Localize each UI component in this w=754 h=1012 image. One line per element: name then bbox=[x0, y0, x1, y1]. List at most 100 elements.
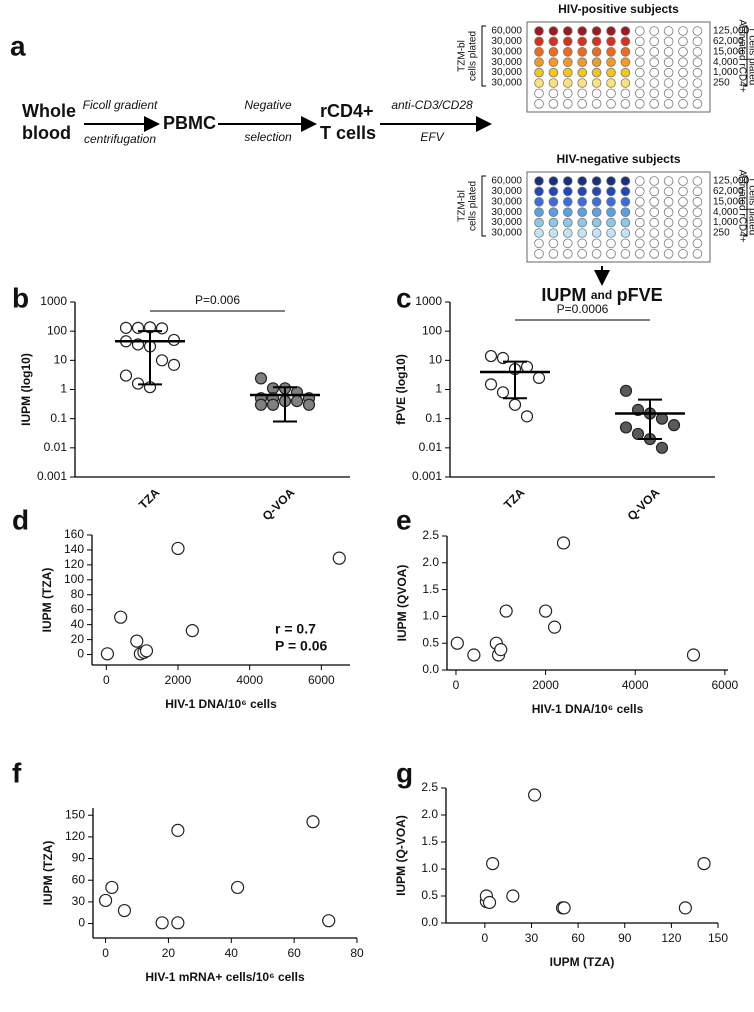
data-point bbox=[114, 610, 128, 624]
data-point bbox=[486, 856, 500, 871]
data-point bbox=[631, 427, 645, 441]
well bbox=[649, 26, 659, 36]
data-point bbox=[538, 604, 553, 618]
data-point bbox=[467, 648, 481, 662]
well bbox=[634, 88, 645, 99]
well bbox=[634, 176, 645, 186]
y-tick-label: 0.001 bbox=[37, 469, 67, 483]
y-tick-label: 0.1 bbox=[50, 411, 67, 425]
well bbox=[591, 238, 602, 249]
plate bbox=[526, 171, 711, 263]
data-point bbox=[655, 412, 669, 425]
x-tick-label: 80 bbox=[350, 946, 364, 960]
well bbox=[620, 67, 631, 78]
y-tick-label: 10 bbox=[429, 353, 443, 367]
well bbox=[620, 207, 631, 218]
well bbox=[678, 207, 688, 218]
cd4-count: 4,000 bbox=[713, 207, 738, 218]
well bbox=[591, 46, 602, 57]
target-label: T cells bbox=[320, 123, 376, 143]
well bbox=[678, 26, 688, 36]
well bbox=[606, 99, 616, 109]
data-point bbox=[119, 321, 133, 334]
well bbox=[534, 88, 544, 99]
y-tick-label: 2.0 bbox=[422, 555, 439, 569]
data-point bbox=[655, 441, 669, 454]
x-axis-label: HIV-1 DNA/10⁶ cells bbox=[165, 697, 277, 711]
y-tick-label: 0.1 bbox=[425, 411, 442, 425]
data-point bbox=[484, 349, 498, 363]
well bbox=[692, 88, 703, 99]
y-tick-label: 120 bbox=[65, 829, 85, 843]
well bbox=[562, 78, 573, 88]
well bbox=[663, 228, 674, 238]
y-tick-label: 1 bbox=[435, 382, 442, 396]
y-tick-label: 90 bbox=[72, 851, 86, 865]
well bbox=[562, 67, 573, 78]
well bbox=[577, 67, 587, 78]
tzm-count: 30,000 bbox=[491, 36, 522, 47]
y-tick-label: 30 bbox=[72, 894, 86, 908]
well bbox=[649, 249, 659, 259]
cd4-count: 1,000 bbox=[713, 217, 738, 228]
well bbox=[692, 228, 703, 238]
y-tick-label: 100 bbox=[47, 323, 67, 337]
intermediate-label: PBMC bbox=[163, 113, 216, 133]
y-tick-label: 0.5 bbox=[421, 888, 438, 902]
well bbox=[678, 186, 688, 197]
y-axis-label: IUPM (Q-VOA) bbox=[394, 815, 408, 896]
plate-title: HIV-negative subjects bbox=[556, 152, 680, 166]
data-point bbox=[117, 903, 132, 918]
data-point bbox=[619, 384, 633, 397]
well bbox=[534, 249, 544, 259]
well bbox=[634, 46, 645, 57]
well bbox=[692, 249, 703, 259]
well bbox=[606, 228, 616, 238]
well bbox=[591, 176, 602, 186]
y-tick-label: 40 bbox=[71, 617, 85, 631]
step-label: EFV bbox=[420, 130, 444, 144]
y-axis-label: IUPM (QVOA) bbox=[395, 565, 409, 642]
well bbox=[591, 57, 602, 67]
well bbox=[606, 176, 616, 186]
well bbox=[577, 217, 587, 228]
well bbox=[534, 207, 544, 218]
y-tick-label: 1.0 bbox=[422, 609, 439, 623]
source-label: Whole bbox=[22, 101, 76, 121]
well bbox=[663, 67, 674, 78]
y-tick-label: 100 bbox=[64, 572, 84, 586]
well bbox=[634, 186, 645, 197]
well bbox=[663, 186, 674, 197]
well bbox=[663, 217, 674, 228]
cd4-count: 15,000 bbox=[713, 46, 744, 57]
data-point bbox=[167, 358, 181, 371]
data-point bbox=[484, 378, 498, 391]
x-tick-label: 120 bbox=[661, 931, 681, 945]
y-axis-label: fPVE (log10) bbox=[394, 354, 408, 425]
y-tick-label: 1 bbox=[60, 382, 67, 396]
well bbox=[678, 249, 688, 259]
data-point bbox=[506, 889, 520, 903]
data-point bbox=[494, 643, 508, 657]
well bbox=[663, 26, 674, 36]
well bbox=[649, 36, 659, 47]
y-tick-label: 0.0 bbox=[422, 662, 439, 676]
step-label: centrifugation bbox=[84, 132, 156, 146]
annotation: r = 0.7 bbox=[275, 621, 316, 637]
annotation: P=0.0006 bbox=[557, 302, 609, 316]
panel-label: d bbox=[12, 504, 29, 535]
well bbox=[548, 186, 559, 197]
well bbox=[562, 57, 573, 67]
well bbox=[649, 238, 659, 249]
well bbox=[548, 36, 559, 47]
well bbox=[634, 99, 645, 109]
well bbox=[649, 197, 659, 207]
x-tick-label: 40 bbox=[225, 946, 239, 960]
well bbox=[606, 249, 616, 259]
annotation: P = 0.06 bbox=[275, 638, 328, 654]
well bbox=[577, 88, 587, 99]
well bbox=[548, 67, 559, 78]
well bbox=[534, 238, 544, 249]
tzm-count: 30,000 bbox=[491, 67, 522, 78]
step-label: selection bbox=[244, 130, 292, 144]
